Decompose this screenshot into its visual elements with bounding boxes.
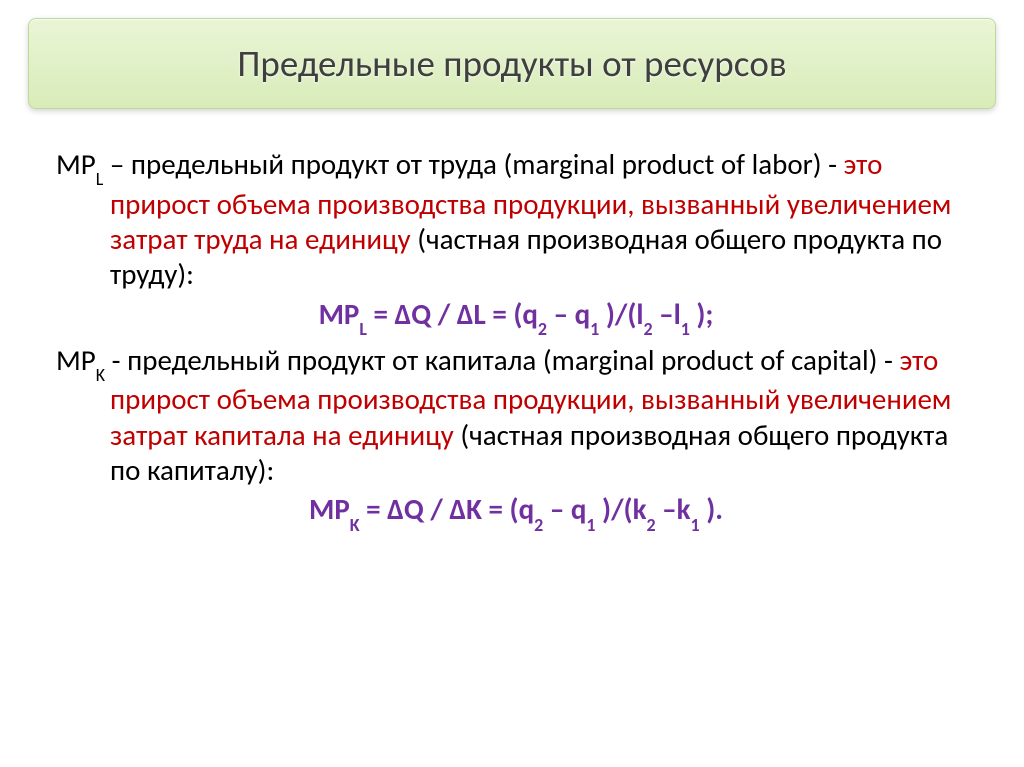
- f2-p5: –k: [656, 491, 691, 527]
- slide-title-box: Предельные продукты от ресурсов: [28, 18, 996, 109]
- mpl-subscript: L: [96, 168, 104, 190]
- f1-p4: )/(l: [599, 296, 643, 332]
- f1-s2: 2: [538, 318, 547, 340]
- f2-p3: – q: [543, 491, 586, 527]
- f2-p4: )/(k: [596, 491, 647, 527]
- f2-s3: 1: [586, 514, 595, 536]
- f1-s4: 2: [643, 318, 652, 340]
- slide-body: MPL – предельный продукт от труда (margi…: [28, 147, 996, 532]
- f1-s5: 1: [681, 318, 690, 340]
- mpk-subscript: K: [96, 364, 105, 386]
- f1-p3: – q: [547, 296, 590, 332]
- mpl-paragraph: MPL – предельный продукт от труда (margi…: [56, 147, 976, 293]
- f2-p1: MP: [309, 491, 350, 527]
- mpk-paragraph: MPK - предельный продукт от капитала (ma…: [56, 343, 976, 489]
- mpk-def-lead: - предельный продукт от капитала (margin…: [105, 342, 899, 378]
- slide-title: Предельные продукты от ресурсов: [49, 41, 975, 86]
- f1-p5: –l: [653, 296, 681, 332]
- mpk-symbol: MP: [56, 342, 96, 378]
- f1-s3: 1: [590, 318, 599, 340]
- f1-s1: L: [359, 318, 367, 340]
- f2-s4: 2: [647, 514, 656, 536]
- f2-s1: K: [350, 514, 360, 536]
- mpl-symbol: MP: [56, 146, 96, 182]
- f1-p2: = ΔQ / ΔL = (q: [367, 296, 538, 332]
- mpk-formula: MPK = ΔQ / ΔK = (q2 – q1 )/(k2 –k1 ).: [56, 492, 976, 532]
- f2-p2: = ΔQ / ΔK = (q: [360, 491, 535, 527]
- mpl-formula: MPL = ΔQ / ΔL = (q2 – q1 )/(l2 –l1 );: [56, 297, 976, 337]
- f2-s5: 1: [691, 514, 700, 536]
- f2-p6: ).: [700, 491, 723, 527]
- mpl-def-lead: – предельный продукт от труда (marginal …: [103, 146, 843, 182]
- f2-s2: 2: [534, 514, 543, 536]
- f1-p1: MP: [319, 296, 360, 332]
- f1-p6: );: [690, 296, 714, 332]
